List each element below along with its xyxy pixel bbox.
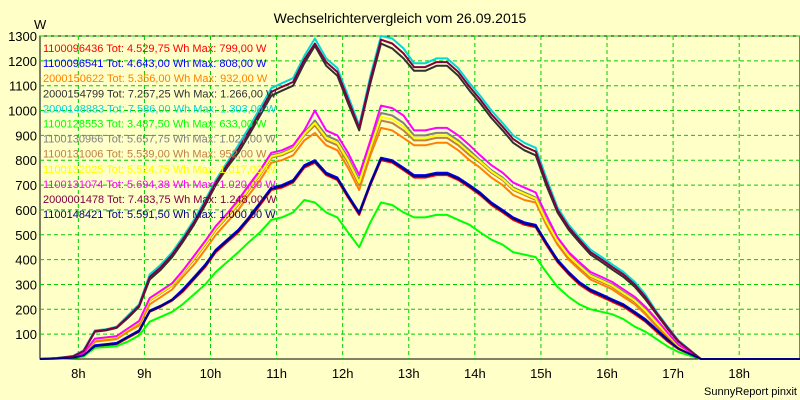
x-tick-label: 14h [464, 366, 486, 381]
x-tick-label: 10h [200, 366, 222, 381]
legend-entry-2000148883: 2000148883 Tot: 7.586,00 Wh Max: 1.303,0… [43, 103, 277, 115]
legend-entry-1100128553: 1100128553 Tot: 3.487,50 Wh Max: 633,00 … [43, 119, 267, 131]
x-tick-label: 8h [71, 366, 85, 381]
series-line-2000001478 [39, 38, 800, 360]
legend-entry-2000154799: 2000154799 Tot: 7.257,25 Wh Max: 1.266,0… [43, 88, 277, 100]
legend-entry-1100132025: 1100132025 Tot: 5.524,75 Wh Max: 1.017,0… [43, 164, 276, 176]
y-tick-label: 1000 [8, 104, 37, 119]
legend-entry-2000001478: 2000001478 Tot: 7.433,75 Wh Max: 1.248,0… [43, 194, 277, 206]
y-tick-label: 200 [15, 302, 37, 317]
y-tick-label: 100 [15, 327, 37, 342]
y-tick-label: 700 [15, 178, 37, 193]
x-tick-label: 17h [662, 366, 684, 381]
x-tick-label: 9h [137, 366, 151, 381]
series-line-1100131074 [39, 104, 800, 360]
legend-entry-1100096541: 1100096541 Tot: 4.643,00 Wh Max: 808,00 … [43, 58, 267, 70]
legend-entry-1100130966: 1100130966 Tot: 5.657,75 Wh Max: 1.027,0… [43, 134, 276, 146]
y-tick-label: 1200 [8, 54, 37, 69]
x-axis-ticks: 8h 9h 10h 11h 12h 13h 14h 15h 16h 17h 18h [71, 366, 750, 381]
y-tick-label: 1300 [8, 29, 37, 44]
legend-entry-1100096436: 1100096436 Tot: 4.529,75 Wh Max: 799,00 … [43, 43, 267, 55]
y-tick-label: 400 [15, 253, 37, 268]
x-tick-label: 13h [398, 366, 420, 381]
x-tick-label: 15h [530, 366, 552, 381]
series-line-2000150622 [39, 126, 800, 360]
footer-credit: SunnyReport pinxit [704, 386, 797, 398]
x-tick-label: 18h [728, 366, 750, 381]
y-tick-label: 300 [15, 277, 37, 292]
y-axis-ticks: 100 200 300 400 500 600 700 800 900 1000 1100 1200 1… [8, 29, 37, 342]
y-tick-label: 1100 [9, 79, 37, 94]
legend-entry-1100131074: 1100131074 Tot: 5.694,38 Wh Max: 1.020,0… [43, 179, 276, 191]
legend: 1100096436 Tot: 4.529,75 Wh Max: 799,00 … [43, 43, 277, 221]
x-tick-label: 16h [596, 366, 618, 381]
y-axis-unit: W [34, 17, 47, 32]
series-lines [39, 35, 800, 360]
y-tick-label: 500 [15, 228, 37, 243]
y-tick-label: 800 [15, 153, 37, 168]
y-tick-label: 600 [15, 203, 37, 218]
legend-entry-1100148421: 1100148421 Tot: 5.591,50 Wh Max: 1.000,0… [43, 209, 276, 221]
x-tick-label: 11h [266, 366, 287, 381]
x-tick-label: 12h [332, 366, 354, 381]
legend-entry-1100131006: 1100131006 Tot: 5.539,00 Wh Max: 952,00 … [43, 149, 267, 161]
series-line-1100148421 [39, 158, 800, 360]
legend-entry-2000150622: 2000150622 Tot: 5.356,00 Wh Max: 932,00 … [43, 73, 268, 85]
chart-title: Wechselrichtervergleich vom 26.09.2015 [274, 10, 527, 26]
series-line-1100128553 [39, 199, 800, 360]
y-tick-label: 900 [15, 128, 37, 143]
